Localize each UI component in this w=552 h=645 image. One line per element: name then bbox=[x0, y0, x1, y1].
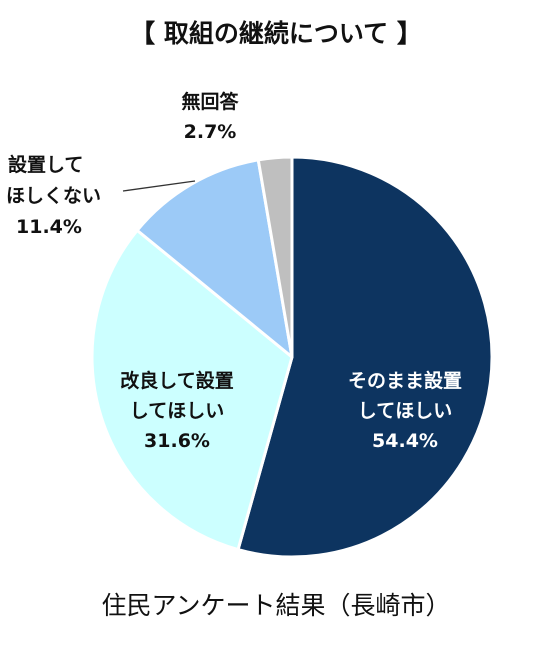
slice-label-keep: そのまま設置 してほしい 54.4% bbox=[320, 366, 490, 456]
slice-none bbox=[256, 155, 294, 359]
slice-label-improve-line2: してほしい bbox=[129, 400, 225, 422]
slice-label-improve-value: 31.6% bbox=[144, 430, 210, 452]
slice-label-none-value: 2.7% bbox=[183, 121, 237, 143]
slice-label-no-line2: ほしくない bbox=[6, 185, 102, 207]
leader-line bbox=[122, 180, 196, 192]
slice-label-keep-value: 54.4% bbox=[372, 430, 438, 452]
slice-label-improve-line1: 改良して設置 bbox=[120, 370, 234, 392]
slice-improve bbox=[90, 228, 294, 552]
chart-title: 【 取組の継続について 】 bbox=[130, 19, 422, 48]
slice-label-no-line1: 設置して bbox=[8, 154, 84, 176]
slice-label-no-value: 11.4% bbox=[16, 216, 82, 238]
slice-keep bbox=[236, 155, 494, 559]
slice-label-keep-line2: してほしい bbox=[357, 400, 453, 422]
slice-label-keep-line1: そのまま設置 bbox=[347, 370, 462, 392]
survey-source-caption: 住民アンケート結果（長崎市） bbox=[101, 591, 451, 620]
slice-label-no: 設置して ほしくない 11.4% bbox=[0, 150, 125, 243]
slice-label-improve: 改良して設置 してほしい 31.6% bbox=[92, 366, 262, 456]
slice-no bbox=[135, 158, 294, 359]
slice-label-none: 無回答 2.7% bbox=[165, 87, 255, 147]
slice-label-none-line1: 無回答 bbox=[181, 91, 239, 113]
